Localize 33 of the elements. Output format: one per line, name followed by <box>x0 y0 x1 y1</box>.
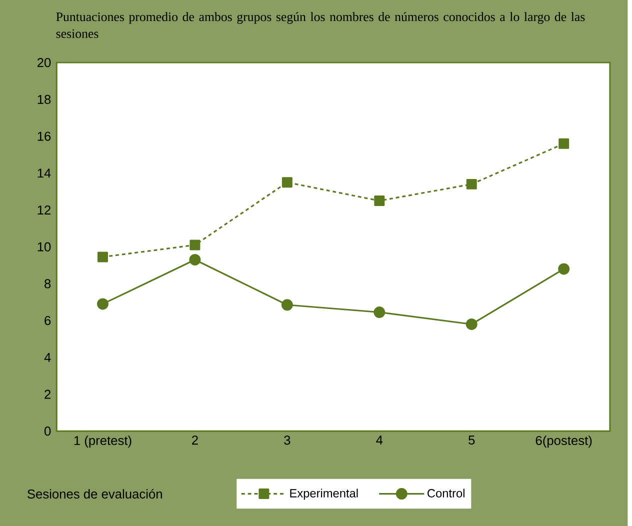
x-tick-label: 5 <box>468 435 475 444</box>
x-tick-label: 6(postest) <box>536 435 592 448</box>
point <box>281 298 293 310</box>
y-tick-label: 16 <box>38 131 51 141</box>
point <box>189 254 201 266</box>
point <box>374 195 385 206</box>
x-tick-label: 4 <box>376 435 383 444</box>
legend-label: Control <box>428 488 464 498</box>
point <box>96 298 108 310</box>
y-tick-label: 18 <box>38 94 51 104</box>
y-tick-label: 0 <box>44 426 51 436</box>
point <box>282 176 292 188</box>
chart-title: Puntuaciones promedio de ambos grupos según los nombres de números conocidos a lo largo de las sesiones <box>56 12 585 38</box>
y-tick-label: 6 <box>44 316 51 325</box>
x-axis-title: Sesiones de evaluación <box>28 488 162 498</box>
legend-label: Experimental <box>290 488 358 500</box>
y-tick-label: 2 <box>44 390 50 399</box>
point <box>190 240 200 250</box>
point <box>466 178 477 190</box>
point <box>558 138 570 149</box>
y-tick-label: 8 <box>44 278 51 288</box>
y-tick-label: 12 <box>38 205 50 214</box>
point <box>466 318 478 330</box>
y-tick-label: 10 <box>38 242 51 252</box>
y-tick-label: 14 <box>38 168 51 178</box>
y-tick-label: 4 <box>44 352 51 362</box>
point <box>558 262 570 274</box>
point <box>374 306 386 318</box>
point <box>97 251 108 262</box>
x-tick-label: 1 (pretest) <box>74 435 132 448</box>
x-tick-label: 3 <box>284 435 290 444</box>
y-tick-label: 20 <box>37 58 51 67</box>
x-tick-label: 2 <box>192 435 198 444</box>
